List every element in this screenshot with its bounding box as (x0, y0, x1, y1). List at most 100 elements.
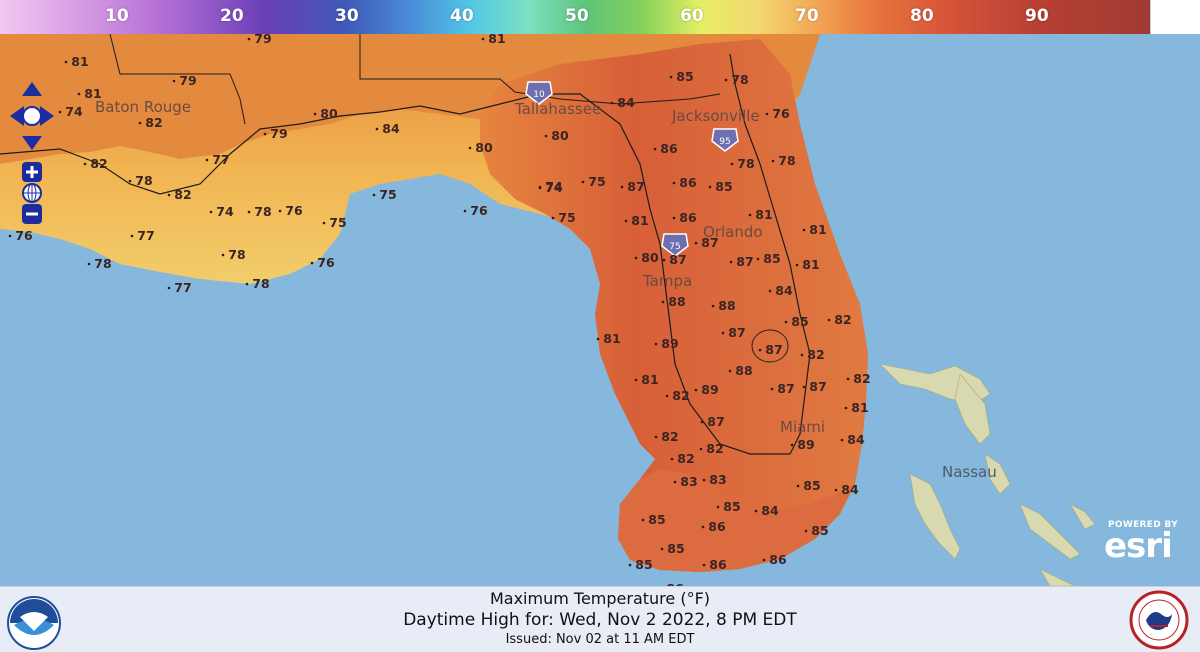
temperature-label: 81 (755, 207, 772, 222)
station-dot (795, 263, 799, 267)
temperature-label: 85 (676, 69, 693, 84)
station-dot (247, 37, 251, 41)
station-dot (8, 234, 12, 238)
station-dot (167, 193, 171, 197)
temperature-label: 85 (667, 541, 684, 556)
station-dot (844, 406, 848, 410)
station-dot (245, 282, 249, 286)
temperature-label: 84 (382, 121, 400, 136)
station-dot (468, 146, 472, 150)
temperature-label: 81 (603, 331, 620, 346)
temperature-label: 77 (174, 280, 191, 295)
map-navigation-controls[interactable] (8, 80, 56, 230)
zoom-out-button[interactable] (22, 204, 42, 224)
station-dot (205, 158, 209, 162)
map-canvas[interactable]: 10 95 75 Baton Rouge Tallahassee Jackson… (0, 34, 1200, 586)
station-dot (700, 420, 704, 424)
station-dot (372, 193, 376, 197)
legend-tick-70: 70 (795, 6, 819, 26)
station-dot (634, 256, 638, 260)
bahamas-islands (879, 363, 1096, 586)
temperature-label: 84 (847, 432, 865, 447)
map-area[interactable]: 10 95 75 Baton Rouge Tallahassee Jackson… (0, 34, 1200, 586)
noaa-logo (7, 596, 61, 650)
temperature-label: 75 (558, 210, 575, 225)
station-dot (708, 185, 712, 189)
temperature-label: 86 (679, 175, 697, 190)
station-dot (634, 378, 638, 382)
temperature-color-legend: 10 20 30 40 50 60 70 80 90 (0, 0, 1150, 35)
temperature-label: 74 (545, 180, 563, 195)
temperature-label: 85 (803, 478, 820, 493)
temperature-label: 86 (709, 557, 727, 572)
station-dot (800, 353, 804, 357)
zoom-world-icon[interactable] (22, 183, 42, 203)
temperature-label: 86 (708, 519, 726, 534)
temperature-label: 77 (212, 152, 229, 167)
station-dot (654, 435, 658, 439)
station-dot (846, 377, 850, 381)
temperature-label: 82 (90, 156, 107, 171)
pan-down-button[interactable] (22, 136, 42, 150)
temperature-label: 81 (641, 372, 658, 387)
station-dot (665, 394, 669, 398)
temperature-labels-layer: 81 79 79 81 85 78 81 84 76 82 79 80 84 80 78 82 77 74 86 78… (8, 34, 871, 586)
temperature-label: 75 (329, 215, 346, 230)
station-dot (796, 484, 800, 488)
temperature-label: 78 (135, 173, 152, 188)
temperature-label: 78 (254, 204, 271, 219)
station-dot (64, 60, 68, 64)
temperature-label: 85 (723, 499, 740, 514)
temperature-label: 79 (179, 73, 196, 88)
station-dot (729, 260, 733, 264)
temperature-label: 87 (777, 381, 794, 396)
station-dot (247, 210, 251, 214)
esri-branding: POWERED BY esri (1104, 520, 1184, 565)
temperature-label: 74 (545, 179, 563, 194)
temperature-label: 88 (668, 294, 685, 309)
legend-tick-40: 40 (450, 6, 474, 26)
station-dot (653, 147, 657, 151)
station-dot (834, 488, 838, 492)
temperature-label: 89 (797, 437, 814, 452)
station-dot (765, 112, 769, 116)
temperature-label: 76 (15, 228, 33, 243)
station-dot (802, 228, 806, 232)
station-dot (620, 185, 624, 189)
temperature-label: 75 (588, 174, 605, 189)
svg-text:95: 95 (719, 137, 730, 147)
station-dot (694, 388, 698, 392)
legend-tick-80: 80 (910, 6, 934, 26)
station-dot (596, 337, 600, 341)
station-dot (702, 478, 706, 482)
pan-center (22, 106, 42, 126)
pan-right-button[interactable] (40, 106, 54, 126)
station-dot (669, 75, 673, 79)
station-dot (624, 219, 628, 223)
station-dot (701, 525, 705, 529)
temperature-label: 76 (772, 106, 790, 121)
gulf-coastline (0, 53, 811, 455)
temperature-label: 81 (84, 86, 101, 101)
temperature-label: 89 (701, 382, 718, 397)
station-dot (544, 134, 548, 138)
esri-logo: esri (1104, 526, 1173, 566)
temperature-label: 82 (706, 441, 723, 456)
temperature-label: 77 (137, 228, 154, 243)
city-label-tampa: Tampa (642, 272, 692, 290)
station-dot (771, 159, 775, 163)
station-dot (699, 447, 703, 451)
map-subtitle: Daytime High for: Wed, Nov 2 2022, 8 PM … (403, 610, 797, 630)
temperature-label: 87 (728, 325, 745, 340)
temperature-label: 85 (763, 251, 780, 266)
pan-left-button[interactable] (10, 106, 24, 126)
station-dot (263, 132, 267, 136)
zoom-in-button[interactable] (22, 162, 42, 182)
temperature-label: 78 (228, 247, 245, 262)
i95-shield: 95 (711, 128, 739, 152)
station-dot (322, 221, 326, 225)
temperature-label: 78 (252, 276, 269, 291)
station-dot (758, 348, 762, 352)
station-dot (313, 112, 317, 116)
pan-up-button[interactable] (22, 82, 42, 96)
